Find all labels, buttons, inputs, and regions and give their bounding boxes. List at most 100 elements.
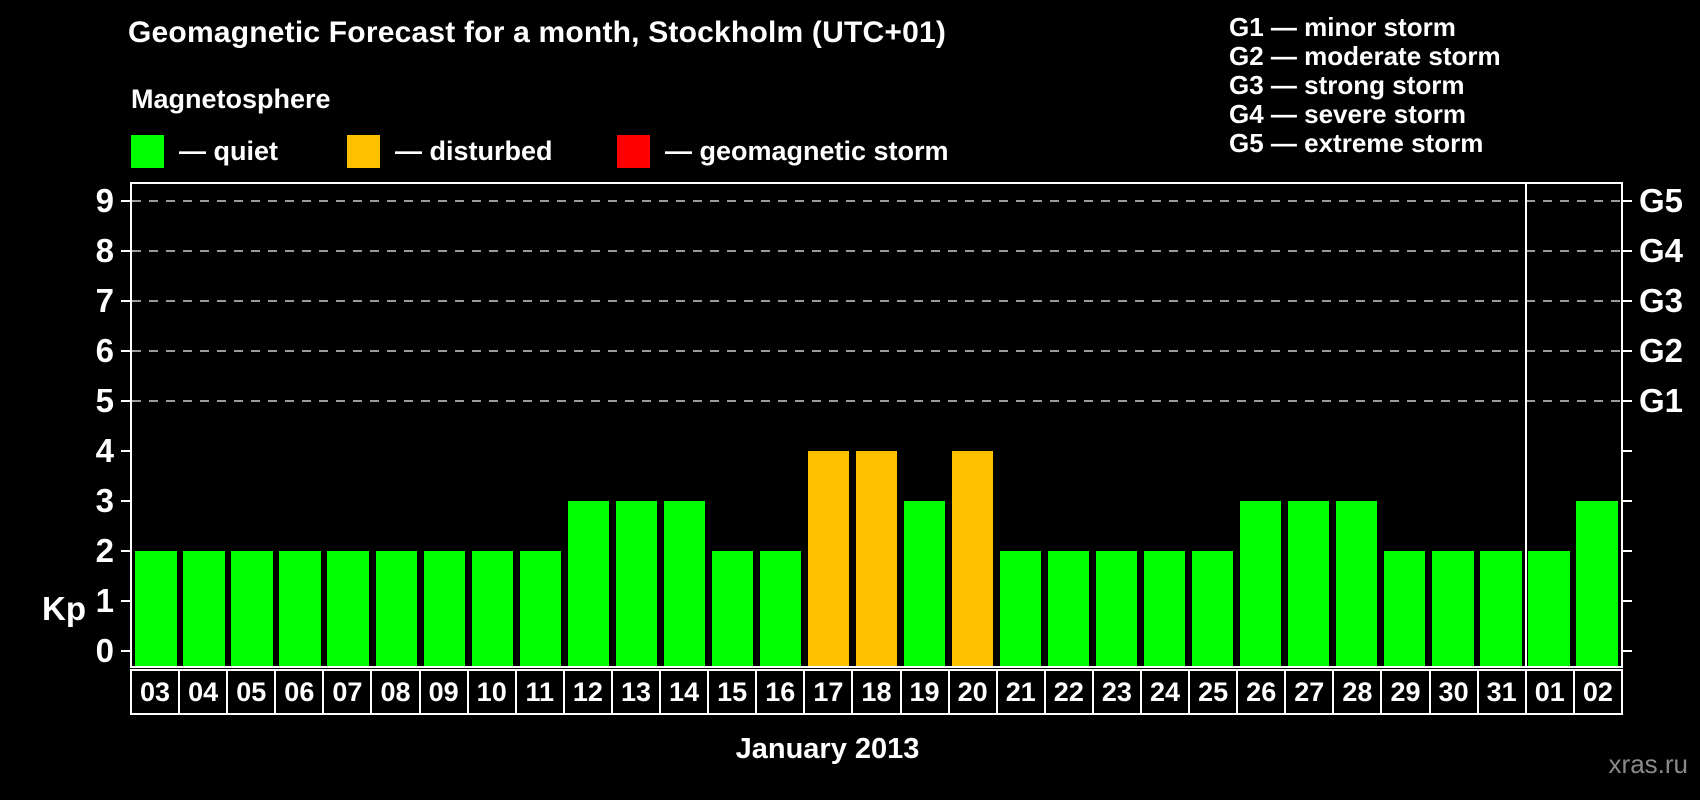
right-tick-kp2 xyxy=(1623,550,1632,552)
kp-bar-day-23 xyxy=(1095,551,1138,666)
kp-bar-day-06 xyxy=(279,551,321,666)
day-label-08: 08 xyxy=(372,669,421,715)
bar-slot-20 xyxy=(949,184,997,666)
kp-axis-label: Kp xyxy=(42,590,86,627)
y-tick-label-9: 9 xyxy=(95,182,114,219)
grid-line-kp7 xyxy=(132,300,1621,302)
day-label-04: 04 xyxy=(180,669,229,715)
bar-slot-05 xyxy=(228,184,276,666)
bar-slot-01 xyxy=(1525,184,1573,666)
legend-swatch-quiet xyxy=(131,134,164,168)
left-tick-kp8 xyxy=(121,250,130,252)
bar-slot-04 xyxy=(180,184,228,666)
legend-item-quiet: — quiet xyxy=(131,131,278,171)
right-tick-kp0 xyxy=(1623,650,1632,652)
kp-axis: Kp 0 1 2 3 4 5 6 7 8 9 xyxy=(0,182,130,669)
y-tick-label-6: 6 xyxy=(95,332,114,369)
kp-bar-day-05 xyxy=(231,551,273,666)
kp-bar-day-31 xyxy=(1480,551,1522,666)
month-separator-line xyxy=(1524,184,1527,666)
left-tick-kp5 xyxy=(121,400,130,402)
day-label-31: 31 xyxy=(1478,669,1527,715)
y-tick-label-8: 8 xyxy=(95,232,114,269)
kp-bar-day-22 xyxy=(1047,551,1090,666)
bar-slot-13 xyxy=(612,184,660,666)
day-label-06: 06 xyxy=(276,669,325,715)
y-tick-label-0: 0 xyxy=(95,632,114,669)
right-tick-kp8 xyxy=(1623,250,1632,252)
storm-scale-legend: G1 — minor storm G2 — moderate storm G3 — … xyxy=(1229,13,1501,158)
storm-scale-line-g4: G4 — severe storm xyxy=(1229,99,1467,129)
bar-slot-28 xyxy=(1333,184,1381,666)
bar-slot-22 xyxy=(1045,184,1093,666)
grid-line-kp9 xyxy=(132,200,1621,202)
day-label-14: 14 xyxy=(661,669,710,715)
kp-bar-day-09 xyxy=(423,551,465,666)
bar-slot-11 xyxy=(516,184,564,666)
kp-bar-day-13 xyxy=(615,501,657,666)
day-label-01: 01 xyxy=(1526,669,1575,715)
bar-slot-16 xyxy=(756,184,804,666)
y-tick-label-5: 5 xyxy=(95,382,114,419)
kp-bar-day-04 xyxy=(183,551,225,666)
day-label-15: 15 xyxy=(709,669,758,715)
plot-area xyxy=(130,182,1623,668)
day-label-05: 05 xyxy=(228,669,277,715)
kp-bar-day-25 xyxy=(1192,551,1234,666)
bar-slot-14 xyxy=(660,184,708,666)
left-tick-kp4 xyxy=(121,450,130,452)
bar-slot-25 xyxy=(1189,184,1237,666)
day-label-09: 09 xyxy=(420,669,469,715)
month-axis-label: January 2013 xyxy=(735,733,920,765)
left-tick-kp0 xyxy=(121,650,130,652)
kp-bar-day-07 xyxy=(327,551,369,666)
kp-bar-day-10 xyxy=(471,551,513,666)
day-label-18: 18 xyxy=(853,669,902,715)
legend-label-geomagnetic-storm: — geomagnetic storm xyxy=(665,135,949,166)
right-tick-kp4 xyxy=(1623,450,1632,452)
right-tick-kp3 xyxy=(1623,500,1632,502)
kp-bar-day-21 xyxy=(999,551,1042,666)
kp-bar-day-08 xyxy=(375,551,417,666)
bar-slot-21 xyxy=(997,184,1045,666)
bar-slot-12 xyxy=(564,184,612,666)
grid-line-kp6 xyxy=(132,350,1621,352)
left-tick-kp6 xyxy=(121,350,130,352)
kp-bar-day-28 xyxy=(1336,501,1378,666)
kp-bar-day-27 xyxy=(1288,501,1330,666)
storm-scale-line-g2: G2 — moderate storm xyxy=(1229,41,1501,71)
day-label-12: 12 xyxy=(564,669,613,715)
day-label-20: 20 xyxy=(949,669,998,715)
day-label-28: 28 xyxy=(1334,669,1383,715)
day-label-11: 11 xyxy=(516,669,565,715)
day-label-21: 21 xyxy=(997,669,1046,715)
bar-slot-29 xyxy=(1381,184,1429,666)
kp-bar-day-16 xyxy=(759,551,802,666)
right-tick-kp6 xyxy=(1623,350,1632,352)
g-scale-label-g5: G5 xyxy=(1639,182,1684,219)
right-tick-kp7 xyxy=(1623,300,1632,302)
left-tick-kp1 xyxy=(121,600,130,602)
y-tick-label-3: 3 xyxy=(95,482,114,519)
bar-slot-10 xyxy=(468,184,516,666)
bar-slot-30 xyxy=(1429,184,1477,666)
right-tick-kp9 xyxy=(1623,200,1632,202)
storm-scale-line-g3: G3 — strong storm xyxy=(1229,70,1465,100)
bar-series xyxy=(132,184,1621,666)
legend-item-disturbed: — disturbed xyxy=(347,131,553,171)
day-label-23: 23 xyxy=(1093,669,1142,715)
kp-bar-day-24 xyxy=(1144,551,1186,666)
kp-bar-day-11 xyxy=(519,551,561,666)
left-tick-kp2 xyxy=(121,550,130,552)
magnetosphere-legend: — quiet — disturbed — geomagnetic storm xyxy=(0,131,1100,171)
day-label-22: 22 xyxy=(1045,669,1094,715)
y-tick-label-1: 1 xyxy=(95,582,114,619)
bar-slot-03 xyxy=(132,184,180,666)
chart-title: Geomagnetic Forecast for a month, Stockh… xyxy=(128,16,947,49)
day-label-26: 26 xyxy=(1238,669,1287,715)
day-label-19: 19 xyxy=(901,669,950,715)
watermark: xras.ru xyxy=(1608,749,1688,779)
day-label-27: 27 xyxy=(1286,669,1335,715)
day-label-13: 13 xyxy=(612,669,662,715)
day-label-24: 24 xyxy=(1141,669,1191,715)
